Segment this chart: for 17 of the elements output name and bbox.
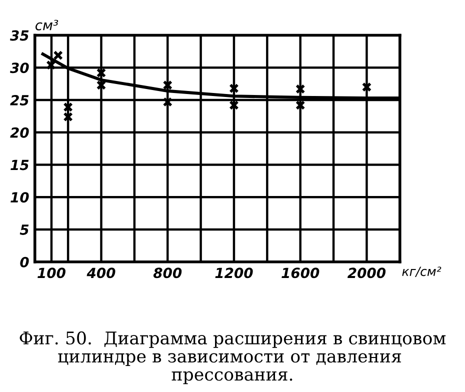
- x-tick-label: 800: [153, 268, 182, 278]
- y-tick-label: 5: [20, 224, 29, 235]
- y-tick-label: 25: [10, 94, 29, 106]
- text: Фиг. 50. Диаграмма расширения в свинцовом цилиндре в зависимости от давления прессования.: [20, 331, 446, 384]
- x-tick-label: 1600: [282, 268, 320, 278]
- y-axis-title: см³: [36, 20, 58, 30]
- x-tick-label: 1200: [215, 268, 253, 278]
- x-axis-title: кг/см²: [402, 266, 442, 278]
- y-tick-label: 20: [10, 127, 29, 138]
- x-tick-label: 2000: [347, 268, 386, 278]
- y-tick-label: 35: [10, 30, 29, 41]
- x-tick-label: 100: [38, 268, 66, 278]
- y-tick-label: 10: [10, 192, 29, 203]
- y-tick-label: 0: [20, 256, 29, 268]
- y-tick-label: 15: [10, 160, 29, 170]
- y-tick-label: 30: [10, 62, 29, 74]
- x-tick-label: 400: [86, 268, 116, 278]
